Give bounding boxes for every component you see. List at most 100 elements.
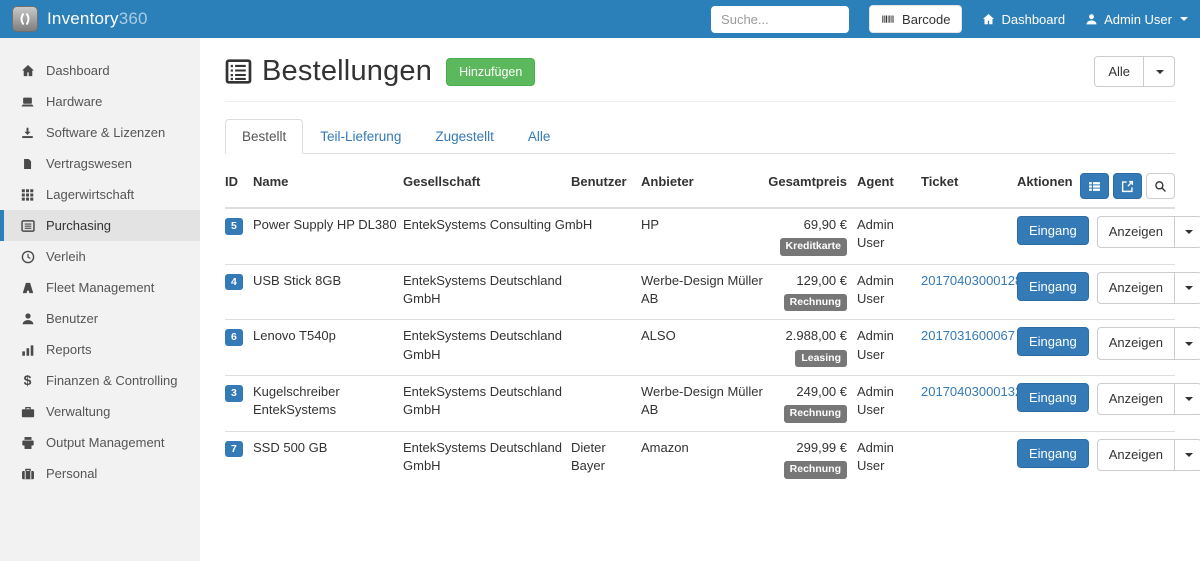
anzeigen-caret-button[interactable] — [1173, 272, 1200, 303]
eingang-button[interactable]: Eingang — [1017, 271, 1089, 301]
file-icon — [20, 157, 35, 171]
ticket-link[interactable]: 20170403000132 — [921, 384, 1023, 400]
col-header-id: ID — [225, 174, 238, 189]
order-preis: 249,00 € — [796, 384, 847, 400]
header-divider — [225, 101, 1175, 102]
sidebar-item-label: Lagerwirtschaft — [46, 187, 135, 202]
order-agent: Admin User — [857, 384, 894, 418]
order-gesellschaft: EntekSystems Consulting GmbH — [403, 217, 593, 232]
order-name: SSD 500 GB — [253, 439, 328, 455]
order-agent: Admin User — [857, 439, 894, 474]
order-name: Kugelschreiber EntekSystems — [253, 384, 340, 418]
navbar-dashboard-link[interactable]: Dashboard — [982, 12, 1065, 27]
orders-table: ID Name Gesellschaft Benutzer Anbieter G… — [225, 169, 1200, 487]
tab-zugestellt[interactable]: Zugestellt — [435, 129, 494, 144]
sidebar-item-output[interactable]: Output Management — [0, 427, 200, 458]
sidebar-item-purchasing[interactable]: Purchasing — [0, 210, 200, 241]
eingang-button[interactable]: Eingang — [1017, 327, 1089, 357]
eingang-button[interactable]: Eingang — [1017, 216, 1089, 245]
home-icon — [20, 64, 35, 78]
order-anbieter: Werbe-Design Müller AB — [641, 384, 763, 418]
table-row: 6 Lenovo T540p EntekSystems Deutschland … — [225, 320, 1200, 377]
navbar-dashboard-label: Dashboard — [1001, 11, 1066, 27]
filter-dropdown-button: Alle — [1094, 56, 1175, 87]
ticket-link[interactable]: 20170403000128 — [921, 272, 1023, 288]
anzeigen-button[interactable]: Anzeigen — [1108, 279, 1163, 295]
list-view-button[interactable] — [1080, 173, 1109, 199]
eingang-button[interactable]: Eingang — [1017, 438, 1089, 468]
anzeigen-caret-button[interactable] — [1173, 217, 1200, 248]
table-icon — [20, 219, 35, 233]
tab-alle[interactable]: Alle — [527, 129, 551, 144]
anzeigen-caret-button[interactable] — [1173, 328, 1200, 359]
order-anbieter: Werbe-Design Müller AB — [641, 272, 763, 306]
order-benutzer — [571, 216, 641, 256]
sidebar-item-label: Verwaltung — [46, 404, 111, 419]
tab-bestellt[interactable]: Bestellt — [225, 119, 304, 154]
anzeigen-caret-button[interactable] — [1173, 439, 1200, 471]
filter-caret-button[interactable] — [1143, 57, 1174, 86]
sidebar-item-personal[interactable]: Personal — [0, 458, 200, 489]
sidebar-item-fleet[interactable]: Fleet Management — [0, 272, 200, 303]
anzeigen-button[interactable]: Anzeigen — [1108, 391, 1163, 407]
anzeigen-button[interactable]: Anzeigen — [1108, 446, 1163, 462]
col-header-anbieter: Anbieter — [641, 174, 694, 189]
export-button[interactable] — [1113, 173, 1142, 199]
eingang-button[interactable]: Eingang — [1017, 383, 1089, 413]
sidebar-item-label: Benutzer — [46, 311, 99, 326]
table-search-button[interactable] — [1146, 173, 1175, 199]
order-agent: Admin User — [857, 328, 894, 362]
payment-badge: Rechnung — [783, 293, 847, 312]
sidebar-item-reports[interactable]: Reports — [0, 334, 200, 365]
sidebar-item-lagerwirtschaft[interactable]: Lagerwirtschaft — [0, 179, 200, 210]
list-icon — [1088, 180, 1101, 193]
sidebar-item-label: Output Management — [46, 435, 165, 450]
anzeigen-split-button: Anzeigen — [1096, 383, 1200, 416]
sidebar-item-dashboard[interactable]: Dashboard — [0, 55, 200, 86]
add-order-button[interactable]: Hinzufügen — [446, 57, 536, 86]
user-icon — [1085, 13, 1098, 26]
order-preis: 2.988,00 € — [785, 328, 847, 344]
anzeigen-caret-button[interactable] — [1173, 384, 1200, 415]
search-icon — [1154, 180, 1167, 193]
barcode-icon — [881, 13, 895, 26]
export-icon — [1121, 180, 1134, 193]
sidebar-item-label: Software & Lizenzen — [46, 125, 166, 140]
order-anbieter: ALSO — [641, 328, 676, 344]
sidebar-item-software[interactable]: Software & Lizenzen — [0, 117, 200, 148]
anzeigen-split-button: Anzeigen — [1096, 327, 1200, 360]
barcode-button[interactable]: Barcode — [869, 5, 963, 33]
order-id-badge: 6 — [225, 329, 243, 346]
order-anbieter: Amazon — [641, 439, 689, 455]
order-gesellschaft: EntekSystems Deutschland GmbH — [403, 272, 562, 306]
chevron-down-icon — [1184, 285, 1193, 290]
table-row: 7 SSD 500 GB EntekSystems Deutschland Gm… — [225, 432, 1200, 487]
sidebar-item-label: Vertragswesen — [46, 156, 132, 171]
search-input[interactable] — [711, 5, 850, 33]
table-row: 3 Kugelschreiber EntekSystems EntekSyste… — [225, 376, 1200, 432]
anzeigen-button[interactable]: Anzeigen — [1108, 335, 1163, 351]
order-preis: 129,00 € — [796, 272, 847, 288]
sidebar-item-verwaltung[interactable]: Verwaltung — [0, 396, 200, 427]
main-content: Bestellungen Hinzufügen Alle Bestellt Te… — [200, 38, 1200, 561]
sidebar-item-verleih[interactable]: Verleih — [0, 241, 200, 272]
chevron-down-icon — [1156, 69, 1164, 74]
order-name: Power Supply HP DL380 — [253, 217, 397, 232]
sidebar-item-vertragswesen[interactable]: Vertragswesen — [0, 148, 200, 179]
sidebar-item-finanzen[interactable]: $ Finanzen & Controlling — [0, 365, 200, 396]
laptop-icon — [20, 95, 35, 109]
order-benutzer — [571, 327, 641, 367]
sidebar-item-benutzer[interactable]: Benutzer — [0, 303, 200, 334]
ticket-link[interactable]: 2017031600067 — [921, 328, 1015, 344]
home-icon — [982, 13, 995, 26]
navbar-user-menu[interactable]: Admin User — [1085, 12, 1188, 27]
app-logo-icon — [12, 6, 38, 32]
sidebar: Dashboard Hardware Software & Lizenzen V… — [0, 38, 200, 561]
anzeigen-button[interactable]: Anzeigen — [1108, 224, 1163, 239]
tab-teil-lieferung[interactable]: Teil-Lieferung — [320, 129, 402, 144]
brand[interactable]: Inventory360 — [12, 6, 148, 32]
chevron-down-icon — [1184, 397, 1193, 402]
sidebar-item-hardware[interactable]: Hardware — [0, 86, 200, 117]
filter-label[interactable]: Alle — [1108, 64, 1130, 79]
barcode-label: Barcode — [902, 11, 951, 27]
